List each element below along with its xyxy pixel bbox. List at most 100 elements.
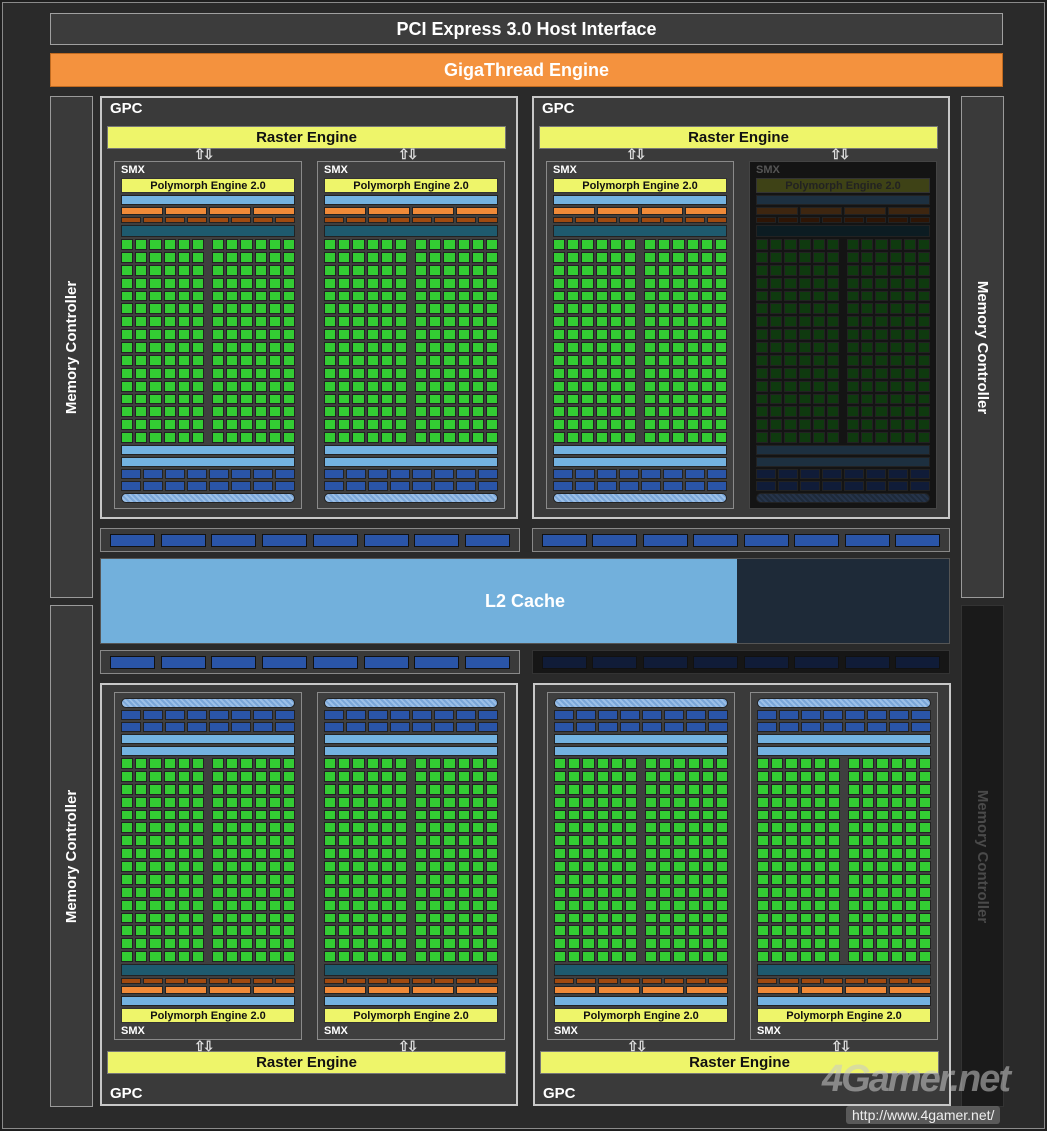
memory-slice	[541, 533, 587, 547]
l2-cache-enabled	[101, 559, 737, 643]
cuda-core	[212, 406, 225, 418]
cuda-core	[226, 873, 239, 885]
cuda-core	[324, 783, 337, 795]
cuda-core	[471, 912, 484, 924]
cuda-core	[394, 809, 407, 821]
cuda-core	[485, 419, 498, 431]
texture-unit-unit	[434, 722, 454, 732]
cuda-core	[135, 835, 148, 847]
cuda-core	[366, 432, 379, 443]
cuda-core	[191, 925, 204, 937]
cuda-core	[324, 342, 337, 353]
cuda-core	[609, 406, 622, 418]
cuda-core	[149, 354, 162, 366]
texture-unit-unit	[346, 481, 366, 491]
cuda-core	[623, 277, 636, 289]
cuda-core	[163, 329, 176, 340]
texture-cache	[121, 698, 295, 708]
texture-unit	[121, 710, 295, 720]
cuda-core	[876, 899, 889, 911]
dispatch-unit-unit	[187, 978, 207, 984]
cuda-core	[191, 809, 204, 821]
cuda-core	[149, 899, 162, 911]
cuda-core	[889, 251, 902, 263]
cuda-core	[366, 251, 379, 263]
cuda-core	[163, 899, 176, 911]
cuda-core	[917, 239, 930, 250]
cuda-core	[812, 316, 825, 328]
cuda-core	[338, 951, 351, 962]
cuda-core	[177, 809, 190, 821]
cuda-core	[659, 861, 672, 872]
dispatch-unit-unit	[619, 217, 639, 223]
cuda-core	[149, 316, 162, 328]
texture-cache	[554, 698, 728, 708]
cuda-core	[554, 912, 567, 924]
cuda-core	[848, 886, 861, 898]
cuda-core	[380, 303, 393, 315]
cuda-core	[714, 290, 727, 302]
grid-gap	[206, 394, 210, 405]
cuda-core	[826, 419, 839, 431]
cuda-core	[553, 380, 566, 392]
cuda-core	[135, 393, 148, 405]
cuda-core	[268, 367, 281, 379]
smx-label: SMX	[554, 1025, 578, 1037]
cuda-core	[135, 329, 148, 340]
cuda-core	[917, 380, 930, 392]
cuda-core	[163, 835, 176, 847]
texture-unit-unit	[576, 722, 596, 732]
cuda-core	[756, 290, 769, 302]
cuda-core	[254, 912, 267, 924]
cuda-core	[861, 303, 874, 315]
cuda-core	[812, 239, 825, 250]
cuda-core	[149, 912, 162, 924]
cuda-core	[581, 316, 594, 328]
cuda-core	[715, 758, 728, 769]
cuda-core	[135, 303, 148, 315]
cuda-core	[686, 264, 699, 276]
cuda-core	[798, 290, 811, 302]
cuda-core	[282, 393, 295, 405]
cuda-core	[596, 861, 609, 872]
cuda-core	[282, 925, 295, 937]
grid-gap	[409, 265, 413, 276]
cuda-core	[862, 938, 875, 950]
cuda-core	[700, 239, 713, 250]
cuda-core	[861, 342, 874, 353]
grid-gap	[409, 874, 413, 885]
register-file	[757, 964, 931, 976]
grid-gap	[638, 252, 642, 263]
cuda-core	[471, 303, 484, 315]
cuda-core	[471, 925, 484, 937]
cuda-core	[338, 835, 351, 847]
cuda-core	[135, 770, 148, 782]
cuda-core	[471, 835, 484, 847]
cuda-core	[890, 796, 903, 808]
cuda-core	[581, 367, 594, 379]
cuda-core	[861, 380, 874, 392]
texture-unit-unit	[664, 710, 684, 720]
cuda-core	[890, 770, 903, 782]
cuda-core	[282, 848, 295, 859]
memory-slice	[160, 533, 206, 547]
cuda-core	[862, 770, 875, 782]
cuda-core	[770, 303, 783, 315]
cuda-core	[672, 303, 685, 315]
cuda-core	[673, 770, 686, 782]
cuda-core	[268, 251, 281, 263]
cuda-core	[645, 796, 658, 808]
dispatch-unit-unit	[911, 978, 931, 984]
texture-unit-unit	[598, 722, 618, 732]
watermark-logo: 4Gamer.net	[822, 1058, 1011, 1100]
cuda-core	[394, 419, 407, 431]
cuda-core	[609, 342, 622, 353]
cuda-core	[918, 861, 931, 872]
texture-unit-unit	[187, 722, 207, 732]
cuda-core	[645, 822, 658, 834]
cuda-core-grid	[121, 239, 295, 443]
warp-scheduler-unit	[757, 986, 799, 994]
cuda-core	[163, 264, 176, 276]
texture-unit-unit	[165, 481, 185, 491]
cuda-core	[268, 239, 281, 250]
